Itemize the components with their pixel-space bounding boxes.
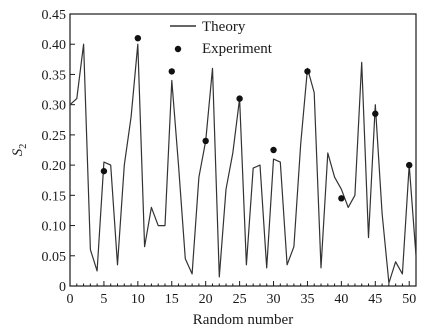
x-tick-label: 30 xyxy=(267,292,281,307)
x-axis: 0 5 10 15 20 25 30 35 40 45 50 xyxy=(67,281,417,307)
y-tick-label: 0.35 xyxy=(42,68,67,83)
experiment-point xyxy=(100,167,108,175)
plot-series xyxy=(69,34,417,284)
y-tick-label: 0.45 xyxy=(42,8,67,23)
experiment-point xyxy=(406,161,413,169)
y-tick-label: 0.20 xyxy=(42,159,67,174)
plot-area-frame xyxy=(69,13,417,287)
y-tick-label: 0.40 xyxy=(42,38,67,53)
x-tick-label: 45 xyxy=(368,292,382,307)
y-tick-label: 0.10 xyxy=(42,220,67,235)
theory-line xyxy=(69,43,417,284)
x-tick-label: 5 xyxy=(100,292,107,307)
y-tick-label: 0 xyxy=(59,280,66,295)
x-tick-label: 25 xyxy=(233,292,247,307)
x-tick-label: 15 xyxy=(165,292,179,307)
y-tick-label: 0.30 xyxy=(42,99,67,114)
x-tick-label: 10 xyxy=(131,292,145,307)
x-tick-label: 0 xyxy=(67,292,74,307)
experiment-point xyxy=(236,95,243,102)
y-axis-title-subscript: 2 xyxy=(18,144,29,149)
x-axis-title: Random number xyxy=(193,312,293,328)
experiment-point xyxy=(202,137,209,145)
x-tick-label: 20 xyxy=(199,292,213,307)
y-tick-label: 0.15 xyxy=(42,189,67,204)
x-tick-label: 40 xyxy=(334,292,348,307)
x-tick-label: 35 xyxy=(300,292,314,307)
y-axis: 0 0.05 0.10 0.15 0.20 0.25 0.30 0.35 0.40 0.45 xyxy=(42,8,75,295)
legend: Theory Experiment xyxy=(170,19,273,57)
legend-experiment-marker xyxy=(174,45,182,53)
experiment-point xyxy=(372,110,379,117)
y-axis-title: S2 xyxy=(10,144,29,157)
experiment-point xyxy=(168,68,175,75)
y-tick-label: 0.05 xyxy=(42,250,67,265)
experiment-point xyxy=(270,146,277,154)
y-tick-label: 0.25 xyxy=(42,129,67,144)
legend-theory-label: Theory xyxy=(202,19,246,35)
experiment-point xyxy=(304,68,311,75)
experiment-point xyxy=(338,195,345,202)
y-axis-title-main: S xyxy=(10,148,26,156)
legend-experiment-label: Experiment xyxy=(202,41,273,57)
x-tick-label: 50 xyxy=(402,292,416,307)
experiment-point xyxy=(134,34,142,42)
